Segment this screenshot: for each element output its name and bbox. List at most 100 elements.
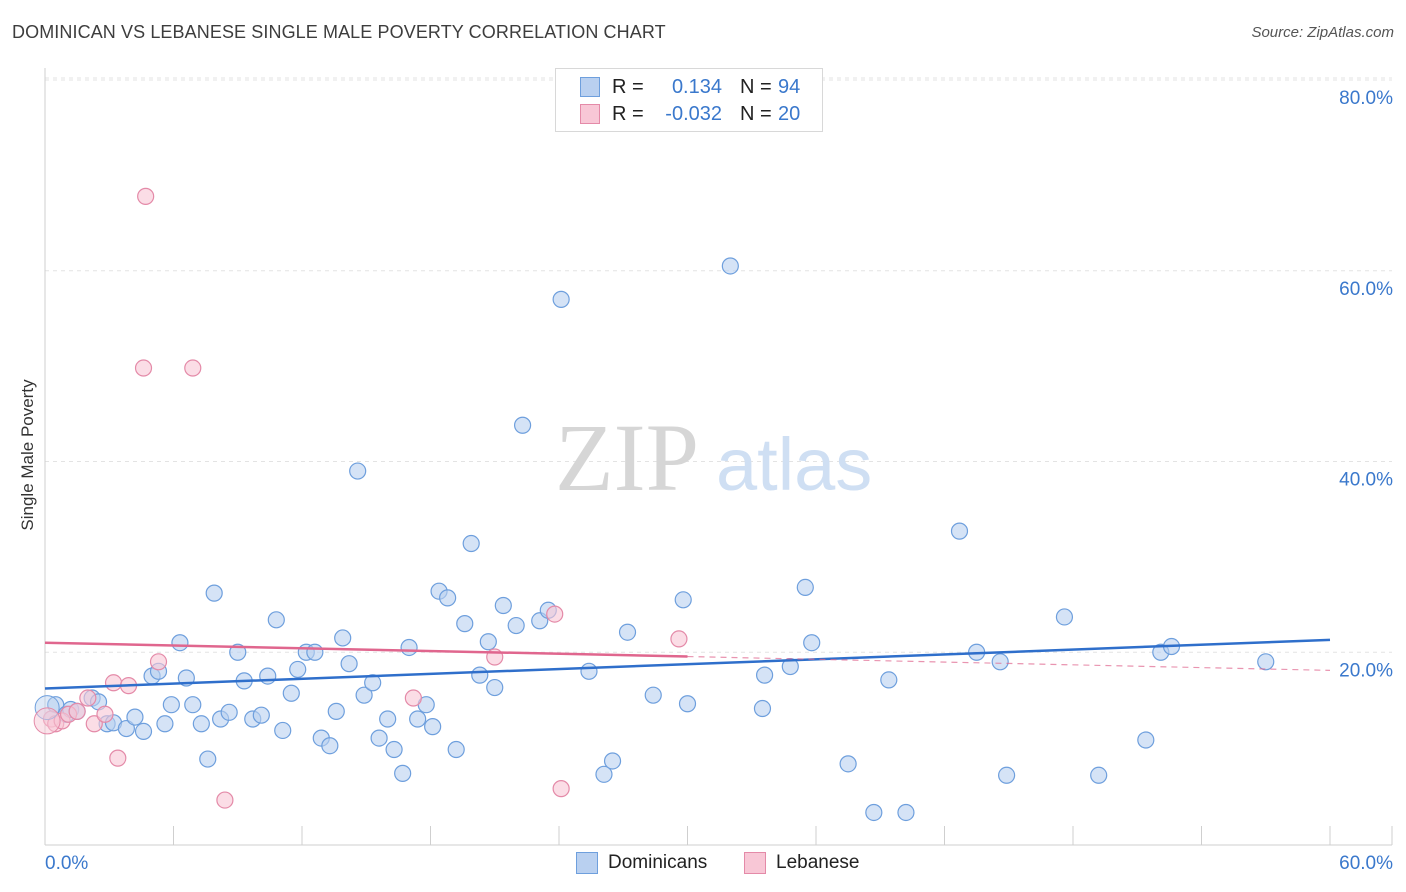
dominican-point	[424, 718, 442, 736]
dominican-point	[205, 584, 223, 602]
legend-label-dominicans: Dominicans	[608, 852, 708, 873]
dominican-point	[839, 755, 857, 773]
dominican-point	[796, 578, 814, 596]
r-label: R =	[612, 102, 644, 125]
dominican-point	[755, 666, 774, 684]
lebanese-trend-line-extension	[687, 655, 1331, 671]
dominican-point	[803, 634, 821, 652]
dominican-point	[507, 616, 525, 635]
lebanese-point	[404, 689, 422, 707]
dominican-point	[674, 591, 692, 609]
dominican-point	[171, 634, 189, 652]
lebanese-point	[109, 749, 127, 767]
dominican-point	[220, 703, 238, 721]
dominican-point	[162, 696, 180, 714]
r-value: 0.134	[671, 75, 722, 98]
r-value: -0.032	[665, 102, 722, 125]
lebanese-trend-line	[44, 641, 688, 658]
lebanese-point	[96, 705, 114, 723]
dominican-point	[991, 653, 1009, 671]
dominican-point	[603, 752, 622, 770]
dominican-point	[462, 534, 480, 553]
series-legend: Dominicans Lebanese	[0, 852, 1406, 878]
dominican-point	[349, 462, 367, 480]
dominican-point	[394, 764, 412, 782]
y-tick-label: 20.0%	[1339, 660, 1393, 681]
dominican-point	[678, 695, 697, 713]
dominican-point	[865, 803, 883, 822]
legend-label-lebanese: Lebanese	[776, 852, 860, 873]
dominican-point	[494, 596, 512, 615]
dominican-point	[595, 765, 613, 783]
dominican-trend-line	[44, 638, 1331, 690]
dominican-point	[321, 737, 339, 755]
grid-lines	[45, 77, 1392, 653]
y-tick-label: 40.0%	[1339, 470, 1393, 491]
dominican-point	[897, 803, 915, 822]
dominican-point	[327, 702, 345, 720]
lebanese-point	[552, 780, 570, 798]
y-tick-label: 80.0%	[1339, 88, 1393, 109]
y-tick-label: 60.0%	[1339, 279, 1393, 300]
n-value: 94	[778, 75, 801, 98]
legend-row-lebanese: R = -0.032 N = 20	[580, 101, 800, 127]
chart-title: DOMINICAN VS LEBANESE SINGLE MALE POVERT…	[12, 22, 666, 42]
lebanese-point	[85, 715, 103, 733]
dominican-point	[282, 684, 300, 702]
dominican-point	[1055, 608, 1074, 626]
legend-swatch-pink	[744, 852, 766, 874]
dominican-point	[252, 706, 270, 724]
dominican-point	[950, 522, 969, 540]
lebanese-point	[149, 653, 168, 671]
dominican-point	[400, 638, 418, 657]
dominican-point	[753, 699, 772, 718]
dominican-point	[289, 660, 307, 679]
dominican-point	[409, 710, 427, 728]
watermark-atlas: atlas	[716, 423, 872, 506]
lebanese-cluster-point	[33, 707, 61, 735]
dominican-point	[471, 666, 489, 684]
dominican-point	[156, 715, 174, 733]
r-label: R =	[612, 75, 644, 98]
dominican-point	[192, 715, 210, 733]
trend-lines	[44, 638, 1331, 690]
dominican-point	[644, 686, 662, 704]
dominican-point	[199, 750, 217, 768]
dominican-point	[355, 686, 373, 704]
dominican-point	[370, 729, 388, 747]
dominican-point	[479, 633, 497, 651]
legend-item-dominicans: Dominicans	[576, 852, 707, 874]
n-value: 20	[778, 102, 801, 125]
dominican-point	[618, 623, 637, 641]
legend-swatch-pink	[580, 104, 600, 124]
dominican-point	[340, 655, 358, 673]
dominican-point	[259, 667, 277, 685]
lebanese-point	[68, 702, 86, 720]
dominican-point	[1137, 731, 1155, 749]
n-label: N =	[740, 75, 772, 98]
dominican-point	[229, 643, 247, 661]
dominican-point	[385, 740, 403, 759]
legend-row-dominicans: R = 0.134 N = 94	[580, 74, 800, 100]
dominican-point	[117, 719, 135, 738]
dominican-point	[267, 611, 285, 629]
correlation-legend: R = 0.134 N = 94 R = -0.032 N = 20	[555, 68, 823, 132]
lebanese-point	[546, 605, 564, 623]
dominican-point	[134, 722, 153, 741]
dominican-point	[456, 615, 474, 633]
n-label: N =	[740, 102, 772, 125]
lebanese-point	[184, 359, 202, 377]
source-label: Source: ZipAtlas.com	[1251, 24, 1394, 41]
dominican-point	[998, 766, 1016, 784]
dominican-point	[880, 671, 898, 689]
tick-labels: 20.0% 40.0% 60.0% 80.0% 0.0% 60.0%	[45, 88, 1393, 874]
dominican-point	[364, 674, 382, 692]
x-tick-label-max: 60.0%	[1339, 853, 1393, 874]
legend-item-lebanese: Lebanese	[744, 852, 859, 874]
dominican-point	[334, 629, 352, 647]
lebanese-point	[104, 674, 123, 692]
watermark-zip: ZIP	[555, 404, 699, 511]
dominican-point	[306, 643, 324, 661]
lebanese-point	[137, 187, 155, 205]
